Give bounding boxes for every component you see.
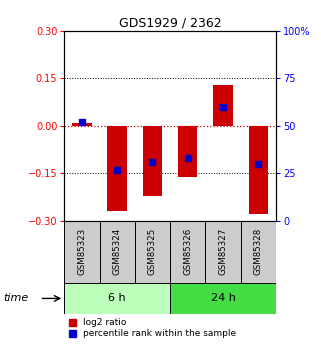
Bar — [213, 85, 233, 126]
Text: time: time — [3, 294, 29, 303]
Text: GSM85323: GSM85323 — [77, 228, 86, 275]
Text: GSM85326: GSM85326 — [183, 228, 192, 275]
Bar — [64, 283, 170, 314]
Text: GSM85327: GSM85327 — [219, 228, 228, 275]
Text: GSM85324: GSM85324 — [113, 228, 122, 275]
Bar — [170, 283, 276, 314]
Bar — [108, 126, 127, 211]
Legend: log2 ratio, percentile rank within the sample: log2 ratio, percentile rank within the s… — [69, 318, 236, 338]
Bar — [249, 126, 268, 215]
Bar — [205, 221, 241, 283]
Bar — [170, 221, 205, 283]
Bar — [72, 123, 91, 126]
Bar — [178, 126, 197, 177]
Bar — [135, 221, 170, 283]
Text: 6 h: 6 h — [108, 294, 126, 303]
Bar — [100, 221, 135, 283]
Bar — [241, 221, 276, 283]
Text: GSM85328: GSM85328 — [254, 228, 263, 275]
Title: GDS1929 / 2362: GDS1929 / 2362 — [119, 17, 221, 30]
Bar — [143, 126, 162, 196]
Text: GSM85325: GSM85325 — [148, 228, 157, 275]
Text: 24 h: 24 h — [211, 294, 236, 303]
Bar — [64, 221, 100, 283]
